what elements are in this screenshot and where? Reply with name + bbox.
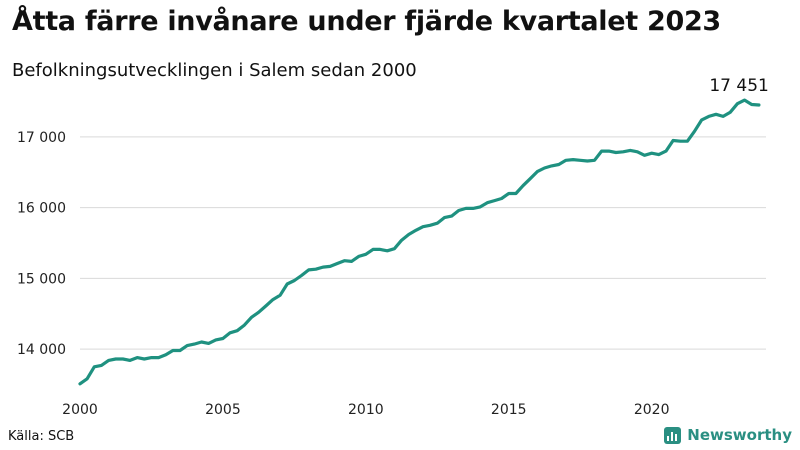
series-line <box>78 98 761 386</box>
brand-name: Newsworthy <box>687 426 792 444</box>
gridlines <box>80 136 766 350</box>
x-tick-label: 2010 <box>348 402 384 418</box>
x-tick-label: 2005 <box>205 402 241 418</box>
source-note: Källa: SCB <box>8 429 75 444</box>
chart-title: Åtta färre invånare under fjärde kvartal… <box>12 6 721 37</box>
y-tick-label: 16 000 <box>17 201 66 217</box>
x-tick-label: 2015 <box>491 402 527 418</box>
x-tick-label: 2020 <box>634 402 670 418</box>
last-value-label: 17 451 <box>709 76 768 96</box>
y-axis-ticks: 14 000 15 000 16 000 17 000 <box>17 130 66 358</box>
data-labels: 17 451 <box>709 76 768 96</box>
y-tick-label: 15 000 <box>17 271 66 287</box>
bar-chart-icon <box>664 426 682 444</box>
brand-logo: Newsworthy <box>664 426 792 444</box>
y-tick-label: 14 000 <box>17 342 66 358</box>
x-tick-label: 2000 <box>62 402 98 418</box>
chart-subtitle: Befolkningsutvecklingen i Salem sedan 20… <box>12 60 417 81</box>
x-axis-ticks: 2000 2005 2010 2015 2020 <box>62 402 669 418</box>
y-tick-label: 17 000 <box>17 130 66 146</box>
series-layer <box>78 98 761 386</box>
